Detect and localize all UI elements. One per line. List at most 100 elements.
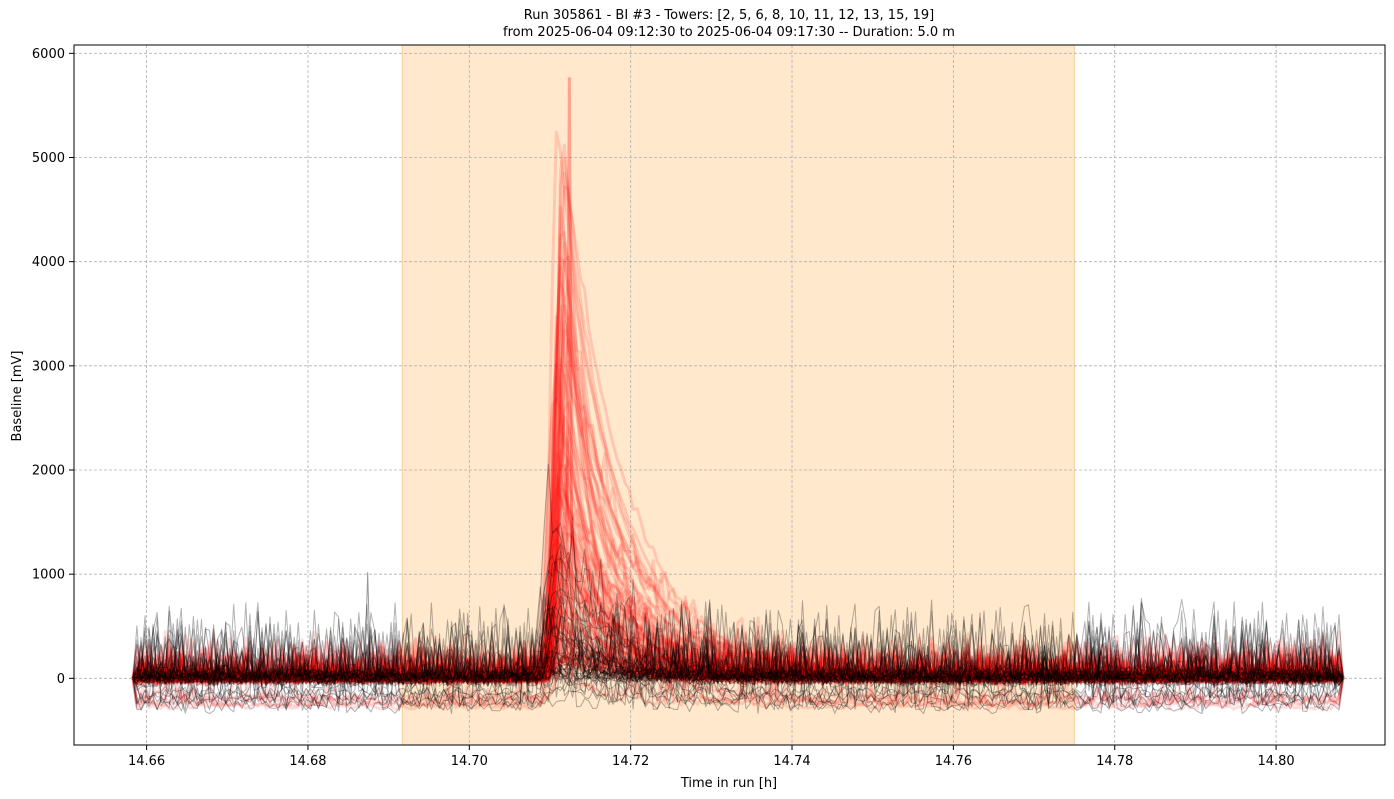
red-trace-79 bbox=[131, 658, 1345, 707]
red-trace-43 bbox=[132, 536, 1344, 686]
black-trace-35 bbox=[132, 652, 1344, 681]
red-trace-22 bbox=[132, 315, 1344, 681]
black-trace-10 bbox=[132, 600, 1344, 687]
black-trace-22 bbox=[132, 627, 1344, 682]
red-trace-59 bbox=[132, 578, 1345, 682]
red-trace-75 bbox=[131, 637, 1344, 685]
black-trace-7 bbox=[132, 550, 1344, 712]
black-trace-26 bbox=[132, 644, 1344, 684]
red-trace-35 bbox=[132, 449, 1345, 687]
red-trace-25 bbox=[132, 357, 1344, 684]
red-trace-21 bbox=[131, 305, 1345, 682]
x-tick-label-0: 14.66 bbox=[128, 754, 165, 769]
red-trace-46 bbox=[132, 520, 1344, 685]
red-trace-84 bbox=[131, 639, 1345, 681]
black-trace-34 bbox=[132, 621, 1344, 684]
black-trace-8 bbox=[132, 590, 1344, 686]
black-trace-28 bbox=[132, 594, 1344, 685]
red-trace-61 bbox=[132, 584, 1345, 683]
black-trace-24 bbox=[132, 622, 1344, 702]
red-trace-82 bbox=[132, 646, 1344, 683]
red-trace-65 bbox=[132, 597, 1345, 683]
red-trace-10 bbox=[132, 328, 1344, 683]
notable-peak-1 bbox=[564, 77, 574, 679]
red-trace-69 bbox=[131, 605, 1345, 683]
axes-frame bbox=[73, 44, 1386, 746]
black-trace-21 bbox=[132, 650, 1344, 680]
red-trace-39 bbox=[132, 464, 1344, 684]
y-tick-label-2: 2000 bbox=[32, 464, 65, 479]
black-trace-18 bbox=[132, 617, 1344, 686]
red-trace-8 bbox=[131, 255, 1344, 680]
red-trace-78 bbox=[132, 638, 1344, 686]
red-trace-4 bbox=[131, 130, 1345, 680]
red-trace-62 bbox=[132, 594, 1344, 682]
black-trace-17 bbox=[132, 645, 1344, 715]
x-tick-label-4: 14.74 bbox=[773, 754, 810, 769]
x-tick-label-6: 14.78 bbox=[1096, 754, 1133, 769]
red-trace-16 bbox=[132, 359, 1345, 686]
red-trace-15 bbox=[131, 316, 1344, 687]
red-trace-31 bbox=[131, 435, 1345, 711]
black-trace-14 bbox=[132, 598, 1344, 686]
red-trace-77 bbox=[132, 649, 1345, 683]
red-trace-20 bbox=[131, 397, 1344, 683]
black-trace-38 bbox=[132, 647, 1344, 705]
black-trace-19 bbox=[132, 603, 1344, 686]
red-trace-28 bbox=[132, 400, 1345, 685]
black-trace-37 bbox=[132, 651, 1344, 685]
black-trace-29 bbox=[132, 630, 1344, 682]
red-trace-12 bbox=[132, 338, 1344, 681]
red-trace-73 bbox=[131, 635, 1344, 682]
red-trace-40 bbox=[131, 475, 1344, 684]
x-tick-label-1: 14.68 bbox=[289, 754, 326, 769]
black-trace-27 bbox=[132, 623, 1344, 706]
black-trace-30 bbox=[132, 634, 1344, 680]
black-trace-2 bbox=[132, 516, 1344, 708]
red-trace-41 bbox=[131, 455, 1345, 687]
red-trace-19 bbox=[131, 280, 1345, 681]
red-trace-3 bbox=[131, 256, 1345, 683]
red-trace-71 bbox=[131, 626, 1345, 686]
plot-area: 14.66 14.68 14.70 14.72 14.74 14.76 14.78 14.80… bbox=[32, 44, 1386, 769]
red-trace-72 bbox=[132, 625, 1344, 682]
red-trace-18 bbox=[132, 363, 1344, 683]
red-trace-89 bbox=[131, 638, 1344, 683]
red-trace-36 bbox=[132, 487, 1345, 685]
red-trace-68 bbox=[132, 619, 1345, 685]
red-trace-27 bbox=[132, 414, 1344, 684]
red-trace-60 bbox=[131, 601, 1345, 681]
y-tick-label-5: 5000 bbox=[32, 151, 65, 166]
red-trace-2 bbox=[131, 231, 1344, 682]
chart-title-line-1: Run 305861 - BI #3 - Towers: [2, 5, 6, 8… bbox=[524, 8, 934, 23]
red-trace-30 bbox=[132, 458, 1344, 682]
black-trace-0 bbox=[132, 463, 1344, 689]
black-trace-39 bbox=[132, 601, 1344, 687]
black-trace-31 bbox=[132, 616, 1344, 682]
red-trace-17 bbox=[132, 304, 1344, 680]
red-trace-52 bbox=[131, 557, 1345, 682]
black-trace-12 bbox=[132, 612, 1344, 686]
red-trace-32 bbox=[131, 450, 1345, 701]
red-trace-67 bbox=[131, 610, 1344, 680]
black-trace-41 bbox=[132, 599, 1344, 684]
black-trace-23 bbox=[132, 627, 1344, 686]
black-trace-16 bbox=[132, 595, 1344, 681]
red-trace-5 bbox=[132, 241, 1344, 687]
black-trace-43 bbox=[132, 601, 1344, 690]
x-tick-label-3: 14.72 bbox=[612, 754, 649, 769]
red-trace-24 bbox=[132, 426, 1344, 683]
y-axis-label: Baseline [mV] bbox=[10, 351, 25, 442]
red-trace-49 bbox=[132, 524, 1345, 683]
black-trace-15 bbox=[132, 637, 1344, 681]
black-trace-6 bbox=[132, 557, 1344, 688]
black-trace-44 bbox=[132, 650, 1344, 683]
y-tick-label-6: 6000 bbox=[32, 47, 65, 62]
red-trace-48 bbox=[131, 543, 1345, 680]
black-trace-9 bbox=[132, 588, 1344, 684]
red-trace-11 bbox=[131, 320, 1345, 687]
x-tick-label-5: 14.76 bbox=[935, 754, 972, 769]
red-trace-87 bbox=[131, 651, 1345, 681]
red-trace-23 bbox=[132, 373, 1343, 682]
